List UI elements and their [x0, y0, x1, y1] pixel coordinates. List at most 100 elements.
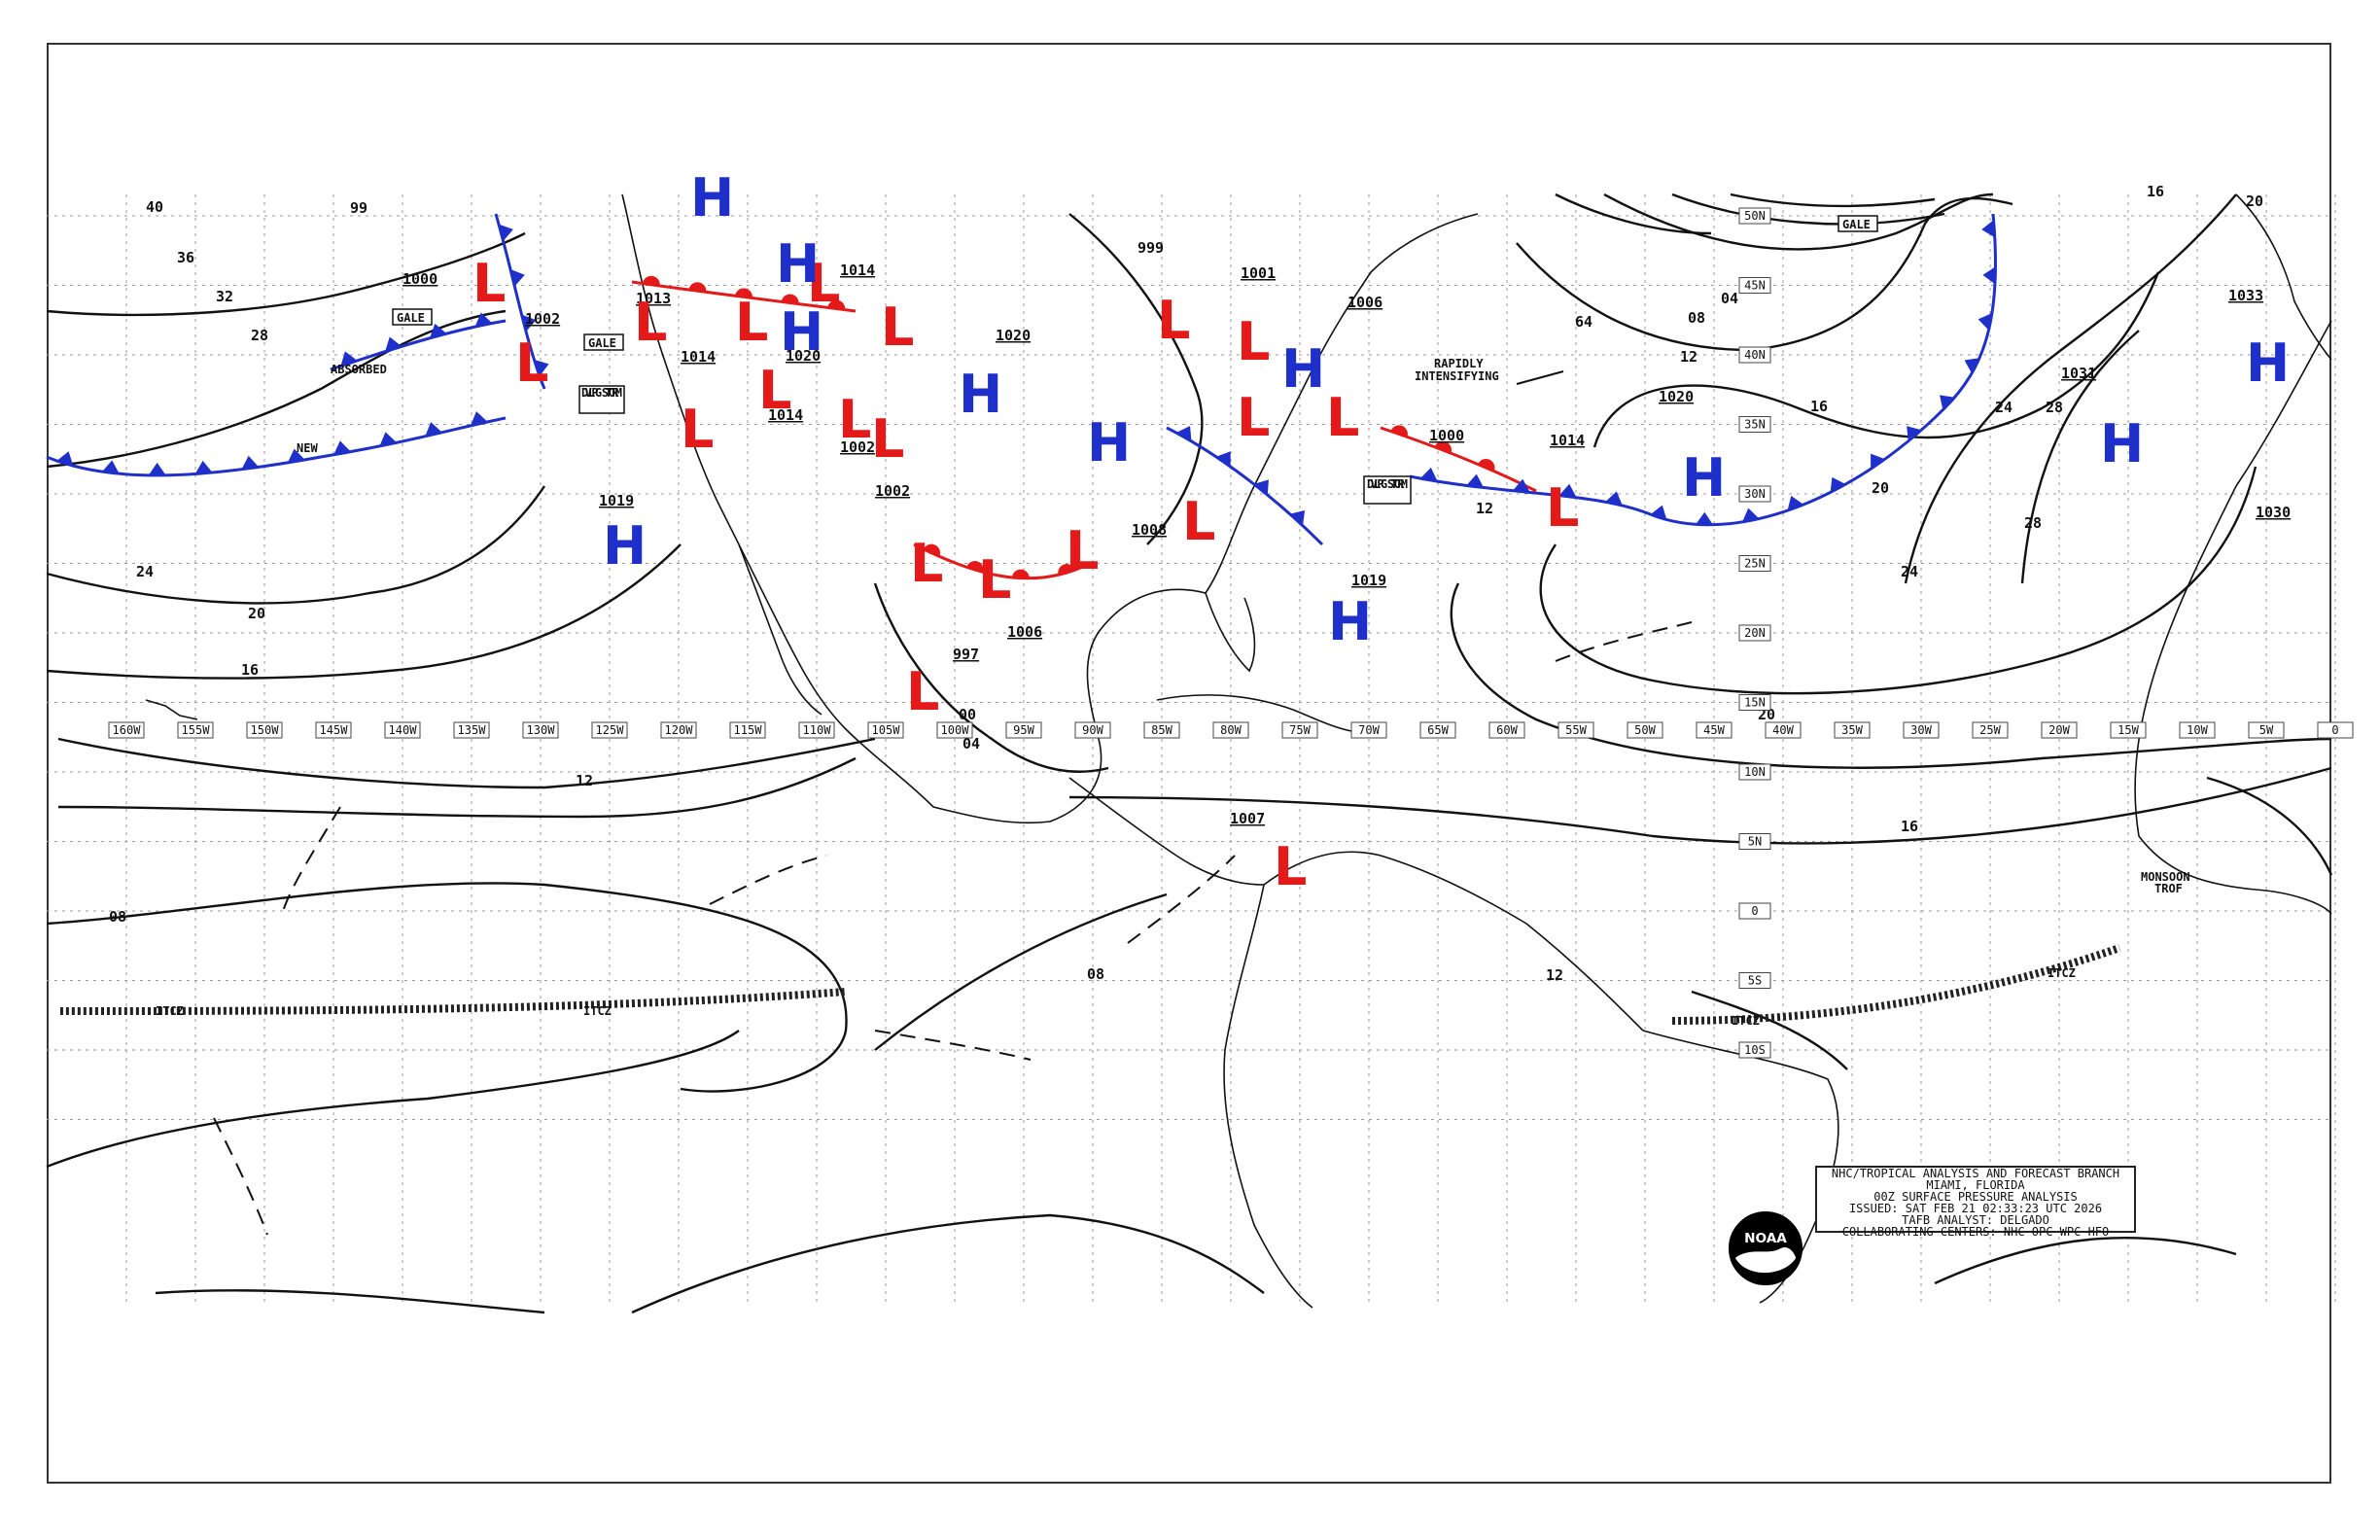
- longitude-label: 110W: [803, 723, 832, 737]
- cold-front: [1409, 213, 1997, 527]
- longitude-label: 85W: [1151, 723, 1172, 737]
- isobar-label: 24: [1901, 563, 1918, 580]
- low-center: L: [758, 360, 791, 421]
- legend-line: COLLABORATING CENTERS: NHC OPC WPC HFO: [1841, 1225, 2110, 1239]
- cold-front-triangle: [379, 432, 398, 446]
- longitude-label: 130W: [527, 723, 556, 737]
- warm-front-semicircle: [688, 282, 707, 293]
- low-center: L: [871, 408, 904, 470]
- cold-front-triangle: [1558, 483, 1577, 498]
- isobar-label: 28: [251, 327, 268, 344]
- cold-front-triangle: [56, 451, 74, 467]
- longitude-label-box: [1696, 721, 1732, 739]
- high-center: H: [690, 167, 734, 228]
- isobar-label: 28: [2024, 514, 2042, 532]
- low-center: L: [1237, 387, 1270, 448]
- longitude-label-box: [1143, 721, 1180, 739]
- isobar: [1592, 271, 2160, 448]
- latitude-label-box: [1738, 485, 1771, 503]
- longitude-label-box: [2248, 721, 2285, 739]
- latitude-label-box: [1738, 972, 1771, 989]
- low-center: L: [515, 332, 548, 394]
- longitude-label: 15W: [2118, 723, 2139, 737]
- latitude-label-box: [1738, 346, 1771, 364]
- gale-box: [1838, 215, 1878, 232]
- isobar-label: 00: [959, 706, 976, 723]
- longitude-label: 50W: [1634, 723, 1656, 737]
- cold-front-triangle: [1650, 505, 1667, 520]
- gale-box: [392, 308, 433, 326]
- warm-front: [1380, 426, 1537, 493]
- longitude-label-box: [1074, 721, 1111, 739]
- warm-front-semicircle: [966, 561, 984, 573]
- coastline-south-america-north: [1263, 851, 1644, 1032]
- low-center: L: [881, 297, 914, 358]
- longitude-label-box: [2110, 721, 2147, 739]
- coastline-europe: [2235, 193, 2332, 361]
- isobar-label: 08: [1688, 309, 1705, 327]
- central-pressure: 1006: [1007, 623, 1042, 641]
- low-center: L: [1274, 836, 1307, 897]
- longitude-label: 45W: [1703, 723, 1725, 737]
- map-frame: [47, 43, 2331, 1484]
- low-center: L: [1237, 311, 1270, 372]
- isobar: [57, 737, 876, 789]
- longitude-label-box: [1419, 721, 1456, 739]
- isobar: [631, 1213, 1265, 1314]
- longitude-label: 100W: [941, 723, 970, 737]
- low-center: L: [634, 292, 667, 353]
- central-pressure: 1000: [402, 270, 438, 288]
- product-legend-box: NHC/TROPICAL ANALYSIS AND FORECAST BRANC…: [1815, 1166, 2136, 1238]
- itcz-label: ITCZ: [583, 1004, 612, 1018]
- cold-front-triangle: [1512, 478, 1530, 493]
- longitude-label-box: [453, 721, 490, 739]
- longitude-labels: 160W 155W 150W 145W 140W 135W 130W 125W 120W 115W…: [108, 721, 2354, 739]
- cold-front: [1166, 426, 1324, 546]
- cold-front-triangle: [1871, 453, 1885, 470]
- longitude-label: 95W: [1013, 723, 1034, 737]
- dvlpg-storm-label: DVLPG STORM: [581, 386, 622, 400]
- isobar: [1671, 192, 1945, 226]
- latitude-label-box: [1738, 207, 1771, 225]
- monsoon-label: MONSOON: [2141, 870, 2190, 884]
- isobar-label: 04: [962, 735, 980, 752]
- cold-front-triangle: [1741, 508, 1760, 523]
- longitude-label-box: [660, 721, 697, 739]
- trough-line: [709, 855, 827, 905]
- warm-front-semicircle: [735, 288, 752, 298]
- longitude-label: 80W: [1220, 723, 1242, 737]
- longitude-label: 90W: [1082, 723, 1103, 737]
- latitude-labels: 50N 45N 40N 35N 30N 25N 20N 15N 10N 5N 0 5S 10S: [1738, 207, 1771, 1059]
- isobar-label: 16: [241, 661, 259, 679]
- cold-front-triangle: [1175, 426, 1192, 441]
- isobar-label: 04: [1721, 290, 1738, 307]
- central-pressure: 1001: [1241, 264, 1276, 282]
- low-center: L: [735, 292, 768, 353]
- central-pressure: 1013: [636, 290, 671, 307]
- longitude-label: 30W: [1910, 723, 1932, 737]
- rapidly-label: RAPIDLY: [1434, 357, 1484, 370]
- warm-front-semicircle: [923, 543, 940, 557]
- cold-front-triangle: [1830, 476, 1846, 493]
- coastline-central-america: [1068, 777, 1265, 886]
- cold-front-triangle: [1982, 266, 1996, 285]
- central-pressure: 1002: [840, 438, 875, 456]
- low-center: L: [906, 661, 939, 722]
- isobar: [1603, 192, 1994, 251]
- low-center: L: [1182, 491, 1215, 552]
- isobar: [46, 882, 848, 1093]
- central-pressure: 1019: [1351, 572, 1386, 589]
- intensifying-label: INTENSIFYING: [1415, 369, 1499, 383]
- low-pressure-centers: L L L L L L L L L L L L L L L L L L L L …: [472, 253, 1579, 897]
- central-pressure: 1014: [768, 406, 803, 424]
- longitude-label-box: [798, 721, 835, 739]
- latitude-label-box: [1738, 833, 1771, 850]
- longitude-label-box: [522, 721, 559, 739]
- longitude-label: 65W: [1427, 723, 1449, 737]
- high-center: H: [776, 233, 820, 295]
- isobar-label: 16: [1901, 818, 1918, 835]
- cold-front-triangle: [1940, 395, 1955, 410]
- warm-front-semicircle: [1390, 425, 1408, 438]
- coastline-baja: [738, 543, 822, 716]
- cold-front-triangle: [425, 422, 442, 437]
